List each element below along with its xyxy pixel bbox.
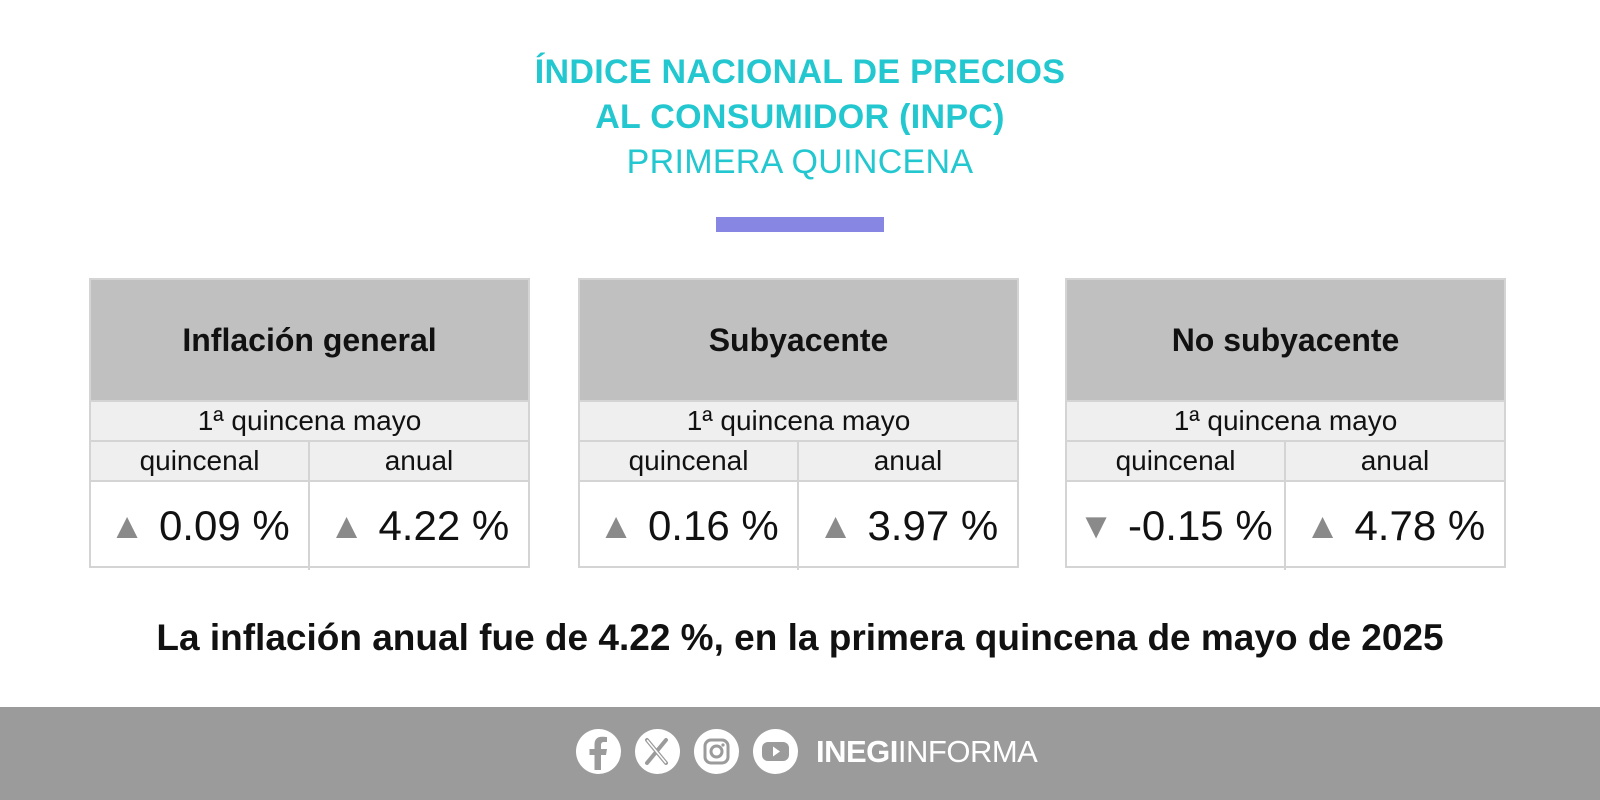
up-arrow-icon: ▲ xyxy=(109,505,145,546)
up-arrow-icon: ▲ xyxy=(1304,505,1341,546)
card-period: 1ª quincena mayo xyxy=(580,400,1017,442)
up-arrow-icon: ▲ xyxy=(598,505,634,546)
up-arrow-icon: ▲ xyxy=(328,505,365,546)
brand-logo: INEGIINFORMA xyxy=(816,733,1038,770)
card-no-subyacente: No subyacente 1ª quincena mayo quincenal… xyxy=(1065,278,1506,570)
card-period: 1ª quincena mayo xyxy=(91,400,528,442)
accent-divider xyxy=(716,217,884,232)
page-title-line-1: ÍNDICE NACIONAL DE PRECIOS xyxy=(534,53,1066,91)
card-values: ▲ 0.16 % ▲ 3.97 % xyxy=(580,482,1017,570)
card-values: ▲ 0.09 % ▲ 4.22 % xyxy=(91,482,528,570)
column-header-anual: anual xyxy=(1360,445,1430,476)
value-quincenal: ▲ 0.16 % xyxy=(580,482,799,570)
column-header-anual: anual xyxy=(873,445,943,476)
card-subyacente: Subyacente 1ª quincena mayo quincenal an… xyxy=(578,278,1019,570)
card-column-headers: quincenal anual xyxy=(580,442,1017,482)
value-anual: ▲ 4.22 % xyxy=(310,482,528,570)
value-quincenal-text: 0.09 % xyxy=(158,502,290,549)
value-quincenal: ▼ -0.15 % xyxy=(1067,482,1286,570)
headline: La inflación anual fue de 4.22 %, en la … xyxy=(156,617,1444,658)
column-header-quincenal: quincenal xyxy=(580,442,799,480)
card-title: Inflación general xyxy=(91,280,528,400)
value-anual: ▲ 3.97 % xyxy=(799,482,1017,570)
social-bar: INEGIINFORMA xyxy=(576,729,1038,774)
page-title-line-2: AL CONSUMIDOR (INPC) xyxy=(595,98,1005,136)
x-icon[interactable] xyxy=(635,729,680,774)
value-anual-text: 4.22 % xyxy=(378,502,510,549)
value-quincenal-text: -0.15 % xyxy=(1127,502,1273,549)
card-inflacion-general: Inflación general 1ª quincena mayo quinc… xyxy=(89,278,530,570)
column-header-quincenal: quincenal xyxy=(1067,442,1286,480)
card-column-headers: quincenal anual xyxy=(91,442,528,482)
facebook-icon[interactable] xyxy=(576,729,621,774)
footer: INEGIINFORMA xyxy=(0,707,1600,800)
up-arrow-icon: ▲ xyxy=(817,505,854,546)
brand-light: INFORMA xyxy=(897,733,1038,769)
value-quincenal-text: 0.16 % xyxy=(647,502,779,549)
card-title: Subyacente xyxy=(580,280,1017,400)
title-block: ÍNDICE NACIONAL DE PRECIOS AL CONSUMIDOR… xyxy=(0,50,1600,185)
value-anual-text: 3.97 % xyxy=(867,502,999,549)
down-arrow-icon: ▼ xyxy=(1078,505,1114,546)
column-header-anual: anual xyxy=(384,445,454,476)
card-title: No subyacente xyxy=(1067,280,1504,400)
instagram-icon[interactable] xyxy=(694,729,739,774)
value-anual: ▲ 4.78 % xyxy=(1286,482,1504,570)
card-period: 1ª quincena mayo xyxy=(1067,400,1504,442)
column-header-quincenal: quincenal xyxy=(91,442,310,480)
page-subtitle: PRIMERA QUINCENA xyxy=(626,143,974,181)
youtube-icon[interactable] xyxy=(753,729,798,774)
card-values: ▼ -0.15 % ▲ 4.78 % xyxy=(1067,482,1504,570)
value-anual-text: 4.78 % xyxy=(1354,502,1486,549)
brand-bold: INEGI xyxy=(816,733,898,769)
value-quincenal: ▲ 0.09 % xyxy=(91,482,310,570)
card-column-headers: quincenal anual xyxy=(1067,442,1504,482)
